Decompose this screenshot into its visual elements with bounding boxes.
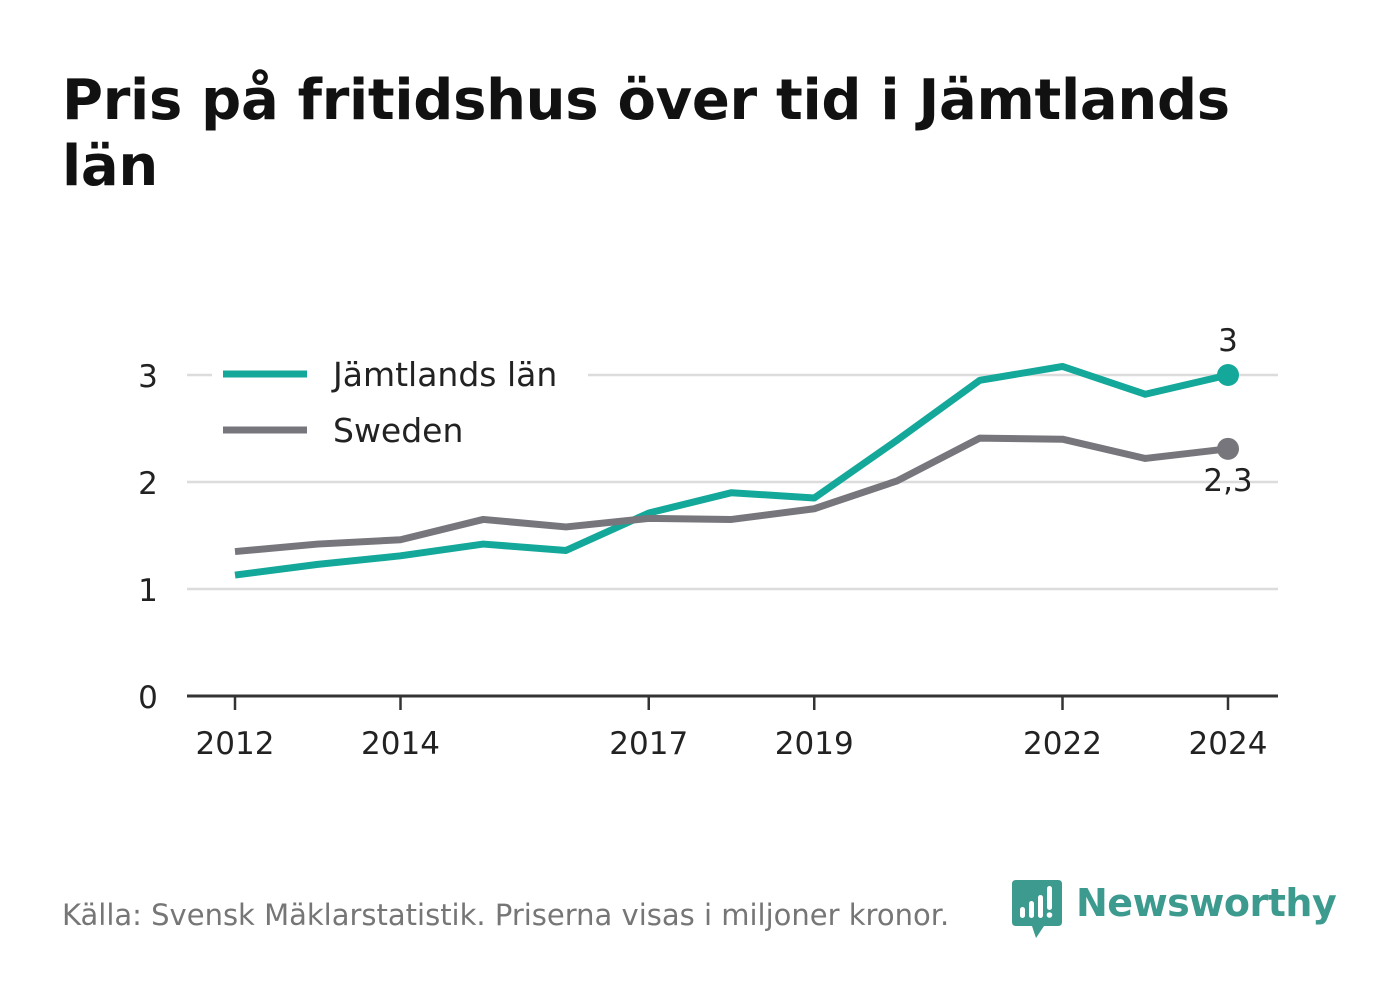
legend-background: [212, 350, 588, 460]
x-tick-label: 2019: [775, 726, 854, 762]
y-tick-label: 2: [138, 466, 158, 502]
series-end-label-1: 2,3: [1203, 463, 1252, 499]
legend-label-1: Sweden: [333, 411, 463, 450]
x-tick-label: 2024: [1189, 726, 1268, 762]
x-tick-label: 2017: [609, 726, 688, 762]
legend: Jämtlands län Sweden: [212, 350, 588, 460]
brand-name: Newsworthy: [1076, 881, 1337, 925]
source-note: Källa: Svensk Mäklarstatistik. Priserna …: [62, 898, 950, 932]
series-line-0: [234, 362, 1229, 579]
x-tick-label: 2022: [1023, 726, 1102, 762]
series-end-point-0: [1217, 364, 1239, 386]
brand-logo: Newsworthy: [1012, 880, 1337, 942]
x-axis: 2012 2014 2017 2019 2022 2024: [187, 694, 1278, 762]
series-line-1: [234, 434, 1229, 556]
y-axis: 0 1 2 3: [138, 359, 158, 716]
x-tick-label: 2012: [196, 726, 275, 762]
y-tick-label: 3: [138, 359, 158, 395]
chart-title: Pris på fritidshus över tid i Jämtlands …: [62, 68, 1230, 199]
x-tick-label: 2014: [361, 726, 440, 762]
series-lines: 32,3: [234, 323, 1253, 579]
y-tick-label: 1: [138, 573, 158, 609]
y-tick-label: 0: [138, 680, 158, 716]
series-end-point-1: [1217, 437, 1239, 460]
series-end-label-0: 3: [1218, 323, 1238, 359]
newsworthy-logo-icon: [1012, 880, 1062, 938]
legend-label-0: Jämtlands län: [331, 355, 557, 394]
